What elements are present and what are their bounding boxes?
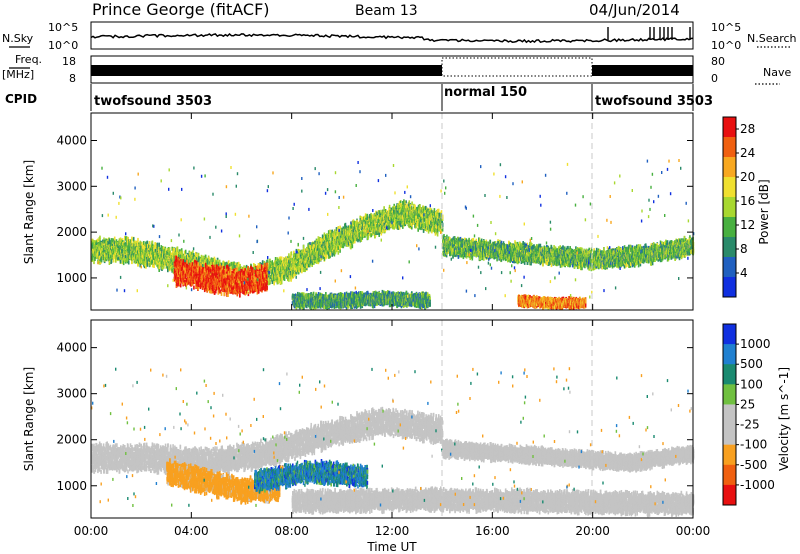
range-cell bbox=[113, 259, 115, 263]
cpid-segment-1: twofsound 3503 bbox=[94, 94, 212, 109]
nave-normal-box bbox=[442, 58, 592, 76]
cpid-label: CPID bbox=[5, 92, 37, 106]
range-cell bbox=[253, 263, 255, 267]
range-cell bbox=[291, 251, 293, 255]
range-cell bbox=[181, 250, 183, 254]
range-cell bbox=[334, 230, 336, 234]
range-cell bbox=[196, 253, 198, 257]
noise-tick-left-bottom: 10^0 bbox=[48, 39, 78, 52]
noise-panel: N.Sky N.Search 10^5 10^0 10^5 10^0 bbox=[2, 21, 797, 52]
range-cell bbox=[328, 230, 330, 234]
range-cell bbox=[324, 257, 326, 261]
range-cell bbox=[330, 252, 332, 256]
range-cell bbox=[304, 268, 306, 272]
range-cell bbox=[151, 260, 153, 264]
range-cell bbox=[177, 247, 179, 251]
range-cell bbox=[350, 245, 352, 249]
date-label: 04/Jun/2014 bbox=[589, 1, 680, 19]
range-cell bbox=[113, 255, 115, 259]
range-cell bbox=[170, 251, 172, 255]
freq-label: Freq. bbox=[15, 53, 42, 66]
cpid-segment-3: twofsound 3503 bbox=[595, 94, 713, 109]
range-cell bbox=[277, 259, 279, 263]
range-cell bbox=[310, 259, 312, 263]
freq-panel: Freq. [MHz] Nave 18 8 80 0 bbox=[2, 53, 791, 85]
nsky-trace bbox=[91, 34, 693, 42]
range-cell bbox=[301, 269, 303, 273]
freq-tick-right-top: 80 bbox=[711, 55, 725, 68]
freq-tick-right-bottom: 0 bbox=[711, 72, 718, 85]
range-cell bbox=[262, 260, 264, 264]
range-cell bbox=[228, 260, 230, 264]
freq-band-right bbox=[592, 65, 693, 76]
range-cell bbox=[153, 264, 155, 268]
range-cell bbox=[145, 265, 147, 269]
range-cell bbox=[269, 280, 271, 284]
nsearch-label: N.Search bbox=[747, 32, 797, 45]
range-cell bbox=[338, 251, 340, 255]
range-cell bbox=[284, 277, 286, 281]
rti-plot: Prince George (fitACF) Beam 13 04/Jun/20… bbox=[0, 0, 800, 554]
range-cell bbox=[158, 243, 160, 247]
range-cell bbox=[273, 281, 275, 285]
range-cell bbox=[128, 261, 130, 265]
range-cell bbox=[352, 244, 354, 248]
range-cell bbox=[114, 237, 116, 241]
noise-tick-right-top: 10^5 bbox=[711, 21, 741, 34]
range-cell bbox=[131, 260, 133, 264]
range-cell bbox=[125, 255, 127, 259]
freq-tick-left-top: 18 bbox=[62, 55, 76, 68]
range-cell bbox=[131, 237, 133, 241]
noise-tick-left-top: 10^5 bbox=[48, 21, 78, 34]
power-heatmap bbox=[91, 159, 694, 310]
range-cell bbox=[147, 263, 149, 267]
beam-label: Beam 13 bbox=[355, 3, 418, 19]
range-cell bbox=[111, 259, 113, 263]
noise-tick-right-bottom: 10^0 bbox=[711, 39, 741, 52]
nsky-label: N.Sky bbox=[2, 32, 34, 45]
range-cell bbox=[137, 238, 139, 242]
freq-unit-label: [MHz] bbox=[2, 68, 34, 81]
range-cell bbox=[173, 248, 175, 252]
range-cell bbox=[281, 280, 283, 284]
cpid-panel: CPID twofsound 3503 normal 150 twofsound… bbox=[5, 84, 713, 111]
nave-label: Nave bbox=[763, 66, 791, 79]
range-cell bbox=[281, 257, 283, 261]
range-cell bbox=[303, 245, 305, 249]
range-cell bbox=[185, 250, 187, 254]
plot-title: Prince George (fitACF) bbox=[92, 0, 270, 19]
cpid-segment-2: normal 150 bbox=[444, 85, 527, 100]
freq-tick-left-bottom: 8 bbox=[69, 72, 76, 85]
range-cell bbox=[368, 234, 370, 238]
freq-band-left bbox=[91, 65, 442, 76]
range-cell bbox=[122, 250, 124, 254]
